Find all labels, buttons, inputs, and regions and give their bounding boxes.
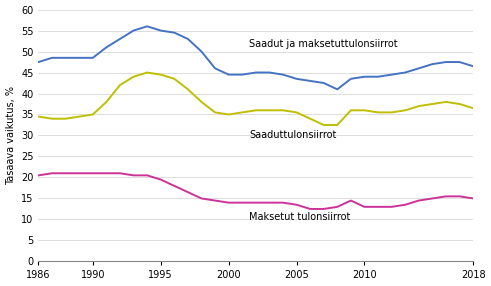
Y-axis label: Tasaava vaikutus, %: Tasaava vaikutus, % — [5, 86, 16, 185]
Text: Maksetut tulonsiirrot: Maksetut tulonsiirrot — [249, 212, 351, 222]
Text: Saaduttulonsiirrot: Saaduttulonsiirrot — [249, 130, 336, 140]
Text: Saadut ja maksetuttulonsiirrot: Saadut ja maksetuttulonsiirrot — [249, 39, 398, 49]
